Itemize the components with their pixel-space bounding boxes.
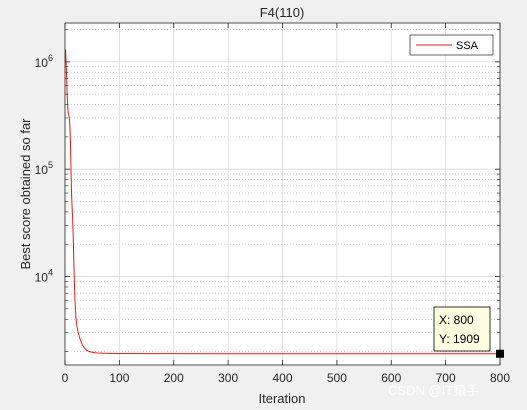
x-tick-label: 600 — [381, 371, 401, 385]
minor-grid — [65, 29, 500, 352]
x-tick-label: 800 — [490, 371, 510, 385]
datatip-marker[interactable] — [496, 349, 504, 358]
datatip[interactable]: X: 800 Y: 1909 — [433, 306, 504, 358]
y-tick-label: 106 — [35, 53, 53, 70]
x-tick-label: 500 — [327, 371, 347, 385]
datatip-y: Y: 1909 — [439, 332, 480, 346]
x-tick-label: 300 — [218, 371, 238, 385]
x-axis-label: Iteration — [259, 391, 306, 406]
series-layer — [65, 49, 500, 355]
x-tick-label: 200 — [164, 371, 184, 385]
x-tick-label: 100 — [109, 371, 129, 385]
y-axis-label: Best score obtained so far — [18, 118, 33, 270]
watermark: CSDN @IT猿手 — [388, 383, 479, 398]
datatip-x: X: 800 — [439, 313, 474, 327]
ticks — [64, 23, 501, 365]
legend[interactable]: SSA — [409, 34, 494, 56]
x-tick-label: 700 — [436, 371, 456, 385]
y-tick-label: 104 — [35, 268, 53, 285]
x-tick-label: 0 — [62, 371, 69, 385]
legend-label-ssa: SSA — [456, 40, 479, 52]
series-line-ssa — [65, 49, 500, 355]
x-tick-label: 400 — [272, 371, 292, 385]
chart-title: F4(110) — [260, 5, 305, 20]
y-tick-label: 105 — [35, 160, 53, 177]
datatip-box — [433, 306, 491, 352]
